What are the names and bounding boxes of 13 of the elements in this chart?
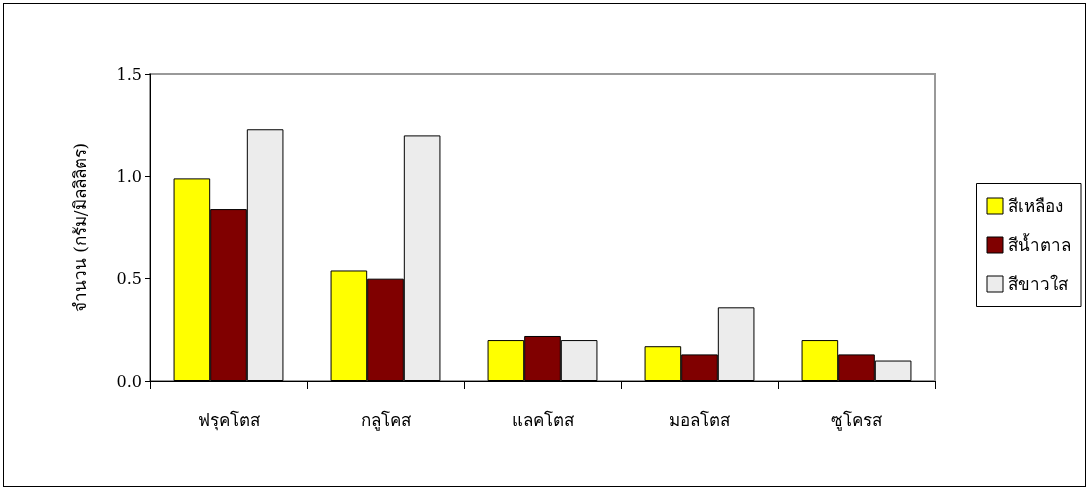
y-tick-label: 1.0 [116,166,142,186]
legend-label: สีเหลือง [1008,196,1063,216]
x-tick-label: แลคโตส [511,409,575,430]
x-tick-label: ซูโครส [831,409,883,431]
y-tick-label: 1.5 [116,64,142,84]
y-tick-label: 0.0 [116,371,142,391]
x-tick-label: กลูโคส [360,409,412,431]
y-axis-title: จำนวน (กรัม/มิลลิลิตร) [69,142,90,313]
x-tick-label: มอลโตส [669,409,731,430]
y-tick-label: 0.5 [116,269,142,289]
x-tick-label: ฟรุคโตส [197,409,261,431]
legend-label: สีน้ำตาล [1008,233,1071,255]
legend-label: สีขาวใส [1008,274,1069,294]
